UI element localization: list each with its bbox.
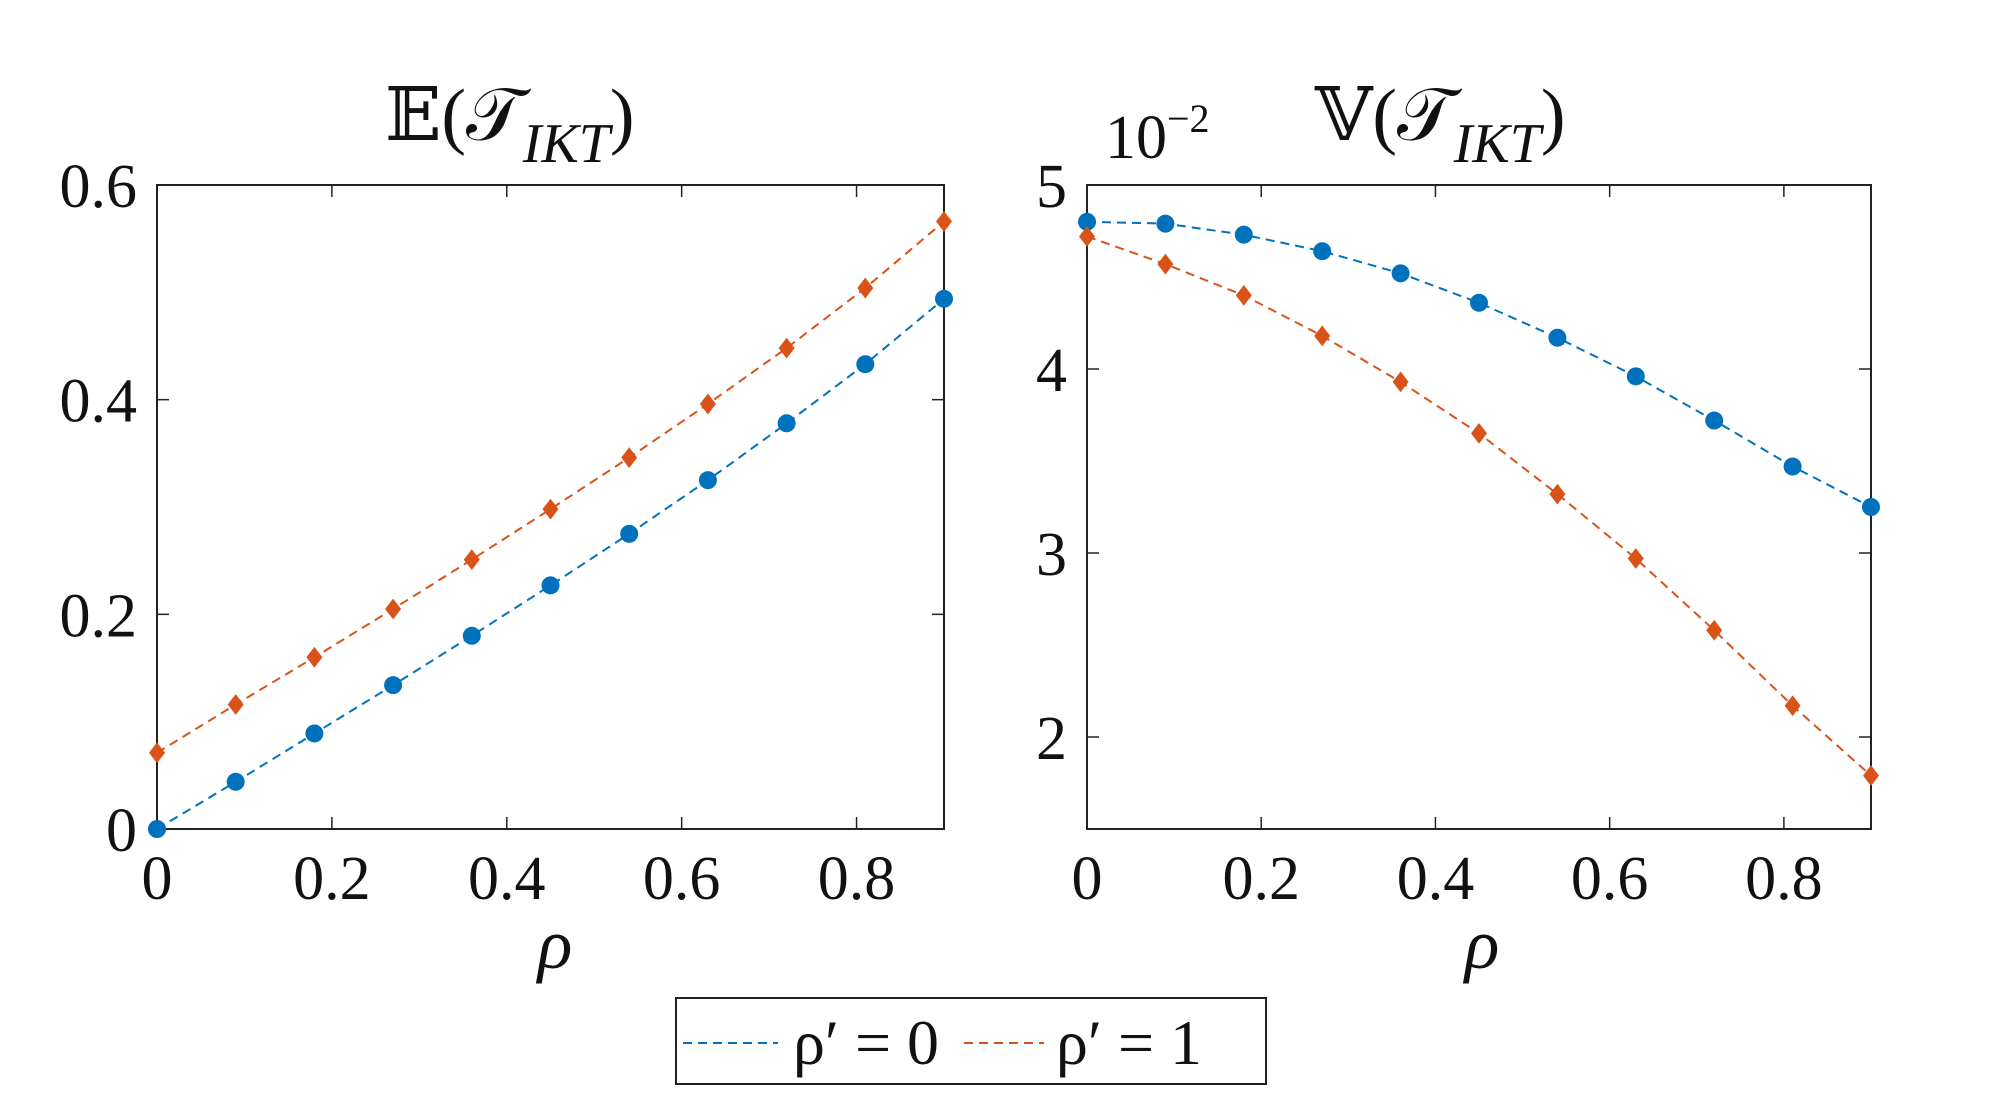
right-title-close: ) <box>1541 75 1566 157</box>
left-series-1-point <box>463 549 480 570</box>
left-series-0-point <box>384 676 403 695</box>
legend-box <box>675 997 1267 1085</box>
left-series-1-point <box>621 447 638 469</box>
right-series-1-point <box>1627 548 1644 569</box>
left-series-1-point <box>857 277 874 299</box>
left-series-0-point <box>148 820 166 838</box>
right-series-0-point <box>1156 214 1175 233</box>
left-series-1-point <box>699 393 716 415</box>
left-series-0-point <box>541 576 560 595</box>
left-series-0-point <box>462 626 481 645</box>
left-x-tick-label: 0.6 <box>643 845 721 913</box>
left-x-tick-label: 0.8 <box>818 845 896 913</box>
right-x-axis-label: ρ <box>1463 904 1500 984</box>
right-scale-base: 10 <box>1105 104 1167 172</box>
left-series-1-point <box>936 211 952 232</box>
right-panel: 𝕍(𝒯IKT) 10−2 ρ 0 0.2 0.4 0.6 0.8 2 3 4 5 <box>1036 75 1880 984</box>
left-y-tick-label: 0 <box>106 797 137 865</box>
right-series-1-point <box>1471 423 1487 444</box>
right-y-tick-label: 2 <box>1036 705 1067 773</box>
left-y-tick-label: 0.2 <box>60 582 138 650</box>
right-series-0-point <box>1234 225 1253 244</box>
left-y-tick-label: 0.6 <box>60 153 138 221</box>
right-x-tick-label: 0.6 <box>1571 845 1649 913</box>
right-series-1-point <box>1314 325 1331 347</box>
right-x-tick-label: 0.2 <box>1222 845 1300 913</box>
legend: ρ′ = 0 ρ′ = 1 <box>675 997 1267 1085</box>
right-x-tick-label: 0 <box>1072 845 1103 913</box>
right-y-tick-label: 4 <box>1036 337 1067 405</box>
left-title-close: ) <box>610 75 635 157</box>
left-series-1-point <box>778 337 795 359</box>
right-series-0-point <box>1470 293 1488 312</box>
right-series-0-point <box>1862 498 1880 516</box>
left-series-0-point <box>620 524 639 543</box>
right-panel-title: 𝕍(𝒯IKT) <box>1314 75 1566 175</box>
right-series-0-point <box>1548 328 1567 347</box>
right-series-0-line <box>1086 220 1872 508</box>
right-title-sub: IKT <box>1453 113 1545 175</box>
left-series-1-point <box>149 742 165 764</box>
right-series-1-point <box>1392 371 1409 393</box>
right-series-1-point <box>1235 285 1252 306</box>
right-series-1-point <box>1079 226 1095 247</box>
left-y-tick-label: 0.4 <box>60 368 138 436</box>
right-series-0-point <box>1391 264 1410 283</box>
legend-label-1: ρ′ = 1 <box>1056 1007 1202 1078</box>
left-series-0-point <box>698 471 717 490</box>
left-series-0-point <box>226 772 245 791</box>
right-series-1-point <box>1706 619 1723 641</box>
right-series-0-point <box>1783 457 1802 476</box>
left-plot-frame <box>156 184 945 830</box>
right-title-main: 𝕍(𝒯 <box>1314 75 1463 157</box>
left-x-tick-label: 0 <box>142 845 173 913</box>
legend-label-0: ρ′ = 0 <box>793 1007 939 1078</box>
right-series-0-point <box>1313 242 1332 261</box>
left-panel-title: 𝔼(𝒯IKT) <box>385 75 635 175</box>
right-scale-exp: −2 <box>1167 96 1210 141</box>
left-x-tick-label: 0.2 <box>293 845 371 913</box>
left-title-sub: IKT <box>522 113 614 175</box>
left-series-0-point <box>935 289 953 308</box>
right-x-tick-label: 0.8 <box>1745 845 1823 913</box>
right-scale-label: 10−2 <box>1105 96 1210 172</box>
right-series-1-point <box>1157 253 1174 275</box>
right-series-0-point <box>1078 212 1096 231</box>
right-y-tick-label: 5 <box>1036 153 1067 221</box>
right-series-1-line <box>1086 235 1872 777</box>
left-series-0-point <box>856 355 875 374</box>
left-series-1-point <box>542 498 559 520</box>
left-series-1-line <box>156 220 945 754</box>
right-series-1-point <box>1784 695 1801 717</box>
right-x-tick-label: 0.4 <box>1397 845 1475 913</box>
left-x-axis-label: ρ <box>536 904 573 984</box>
left-series-0-point <box>777 414 796 433</box>
right-series-1-point <box>1863 765 1879 787</box>
left-series-1-point <box>306 646 323 668</box>
right-plot-frame <box>1086 184 1872 830</box>
right-y-tick-label: 3 <box>1036 521 1067 589</box>
left-title-main: 𝔼(𝒯 <box>385 75 532 157</box>
left-panel: 𝔼(𝒯IKT) ρ 0 0.2 0.4 0.6 0.8 0 0.2 0.4 0.6 <box>60 75 953 984</box>
left-series-0-point <box>305 724 324 743</box>
right-series-1-point <box>1549 483 1566 505</box>
right-series-0-point <box>1626 367 1645 386</box>
left-series-0-line <box>156 298 945 830</box>
left-series-1-point <box>385 598 402 620</box>
right-series-0-point <box>1705 411 1724 430</box>
left-x-tick-label: 0.4 <box>468 845 546 913</box>
left-series-1-point <box>227 694 244 715</box>
